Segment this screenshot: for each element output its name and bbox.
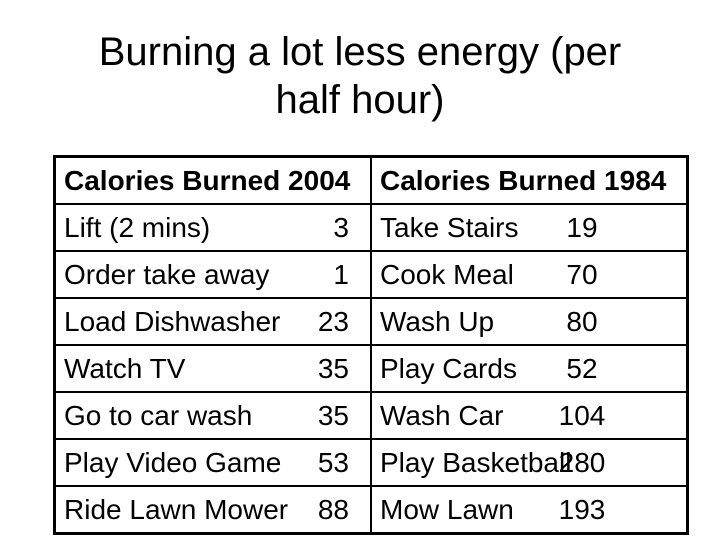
calories-value: 53	[317, 446, 349, 478]
calories-value: 280	[558, 446, 606, 478]
activity-label: Ride Lawn Mower	[64, 493, 289, 525]
calories-value: 104	[558, 399, 606, 431]
activity-label: Mow Lawn	[380, 493, 514, 525]
header-cell-1984: Calories Burned 1984	[370, 155, 689, 205]
activity-label: Play Video Game	[64, 446, 282, 478]
activity-cell-1984: Wash Up 80	[370, 297, 689, 346]
table-row: Play Video Game 53 Play Basketball 280	[53, 438, 689, 487]
activity-label: Wash Up	[380, 305, 495, 337]
activity-cell-1984: Play Basketball 280	[370, 438, 689, 487]
calories-value: 35	[317, 399, 349, 431]
slide-title-line-1: Burning a lot less energy (per	[98, 30, 622, 74]
activity-cell-1984: Mow Lawn 193	[370, 485, 689, 535]
calories-comparison-table: Calories Burned 2004 Calories Burned 198…	[53, 155, 689, 535]
calories-value: 88	[317, 493, 349, 525]
calories-value: 35	[317, 352, 349, 384]
activity-label: Lift (2 mins)	[64, 211, 211, 243]
calories-value: 3	[333, 211, 349, 243]
table-row: Order take away 1 Cook Meal 70	[53, 250, 689, 299]
calories-table-wrap: Calories Burned 2004 Calories Burned 198…	[53, 155, 689, 535]
calories-value: 193	[558, 493, 606, 525]
activity-cell-2004: Ride Lawn Mower 88	[53, 485, 372, 535]
activity-cell-1984: Cook Meal 70	[370, 250, 689, 299]
header-cell-2004: Calories Burned 2004	[53, 155, 372, 205]
activity-cell-1984: Wash Car 104	[370, 391, 689, 440]
activity-cell-1984: Play Cards 52	[370, 344, 689, 393]
calories-value: 80	[566, 305, 598, 337]
calories-value: 1	[333, 258, 349, 290]
slide-title-line-2: half hour)	[275, 78, 445, 122]
activity-label: Play Basketball	[380, 446, 572, 478]
table-header-row: Calories Burned 2004 Calories Burned 198…	[53, 155, 689, 205]
activity-label: Go to car wash	[64, 399, 253, 431]
activity-cell-2004: Lift (2 mins) 3	[53, 203, 372, 252]
activity-label: Wash Car	[380, 399, 504, 431]
table-row: Go to car wash 35 Wash Car 104	[53, 391, 689, 440]
slide-title: Burning a lot less energy (per half hour…	[10, 28, 710, 124]
calories-value: 70	[566, 258, 598, 290]
activity-label: Cook Meal	[380, 258, 514, 290]
table-row: Lift (2 mins) 3 Take Stairs 19	[53, 203, 689, 252]
activity-label: Order take away	[64, 258, 270, 290]
activity-cell-2004: Go to car wash 35	[53, 391, 372, 440]
activity-label: Take Stairs	[380, 211, 519, 243]
activity-label: Watch TV	[64, 352, 186, 384]
activity-cell-2004: Play Video Game 53	[53, 438, 372, 487]
activity-cell-2004: Watch TV 35	[53, 344, 372, 393]
calories-value: 52	[566, 352, 598, 384]
table-row: Ride Lawn Mower 88 Mow Lawn 193	[53, 485, 689, 535]
table-row: Load Dishwasher 23 Wash Up 80	[53, 297, 689, 346]
calories-value: 19	[566, 211, 598, 243]
table-row: Watch TV 35 Play Cards 52	[53, 344, 689, 393]
activity-cell-2004: Load Dishwasher 23	[53, 297, 372, 346]
activity-label: Load Dishwasher	[64, 305, 281, 337]
activity-cell-2004: Order take away 1	[53, 250, 372, 299]
activity-cell-1984: Take Stairs 19	[370, 203, 689, 252]
activity-label: Play Cards	[380, 352, 517, 384]
calories-value: 23	[317, 305, 349, 337]
